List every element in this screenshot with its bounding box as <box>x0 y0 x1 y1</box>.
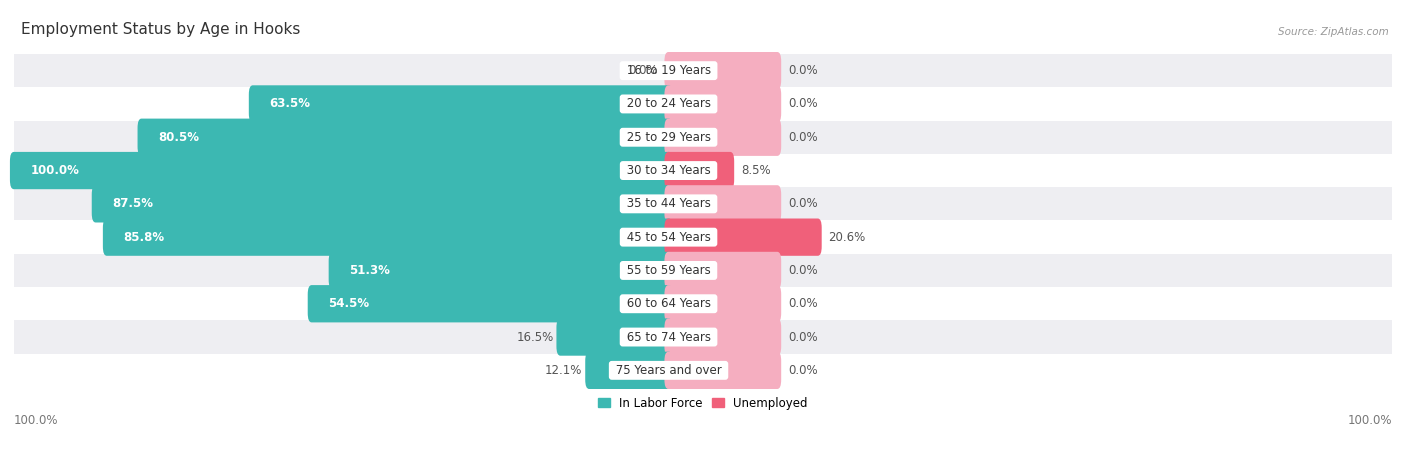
Text: 20.6%: 20.6% <box>828 231 866 243</box>
Bar <box>14 254 1392 287</box>
FancyBboxPatch shape <box>91 185 672 222</box>
Text: 30 to 34 Years: 30 to 34 Years <box>623 164 714 177</box>
Text: 16 to 19 Years: 16 to 19 Years <box>623 64 714 77</box>
Bar <box>14 287 1392 320</box>
Text: 12.1%: 12.1% <box>546 364 582 377</box>
Text: 85.8%: 85.8% <box>124 231 165 243</box>
FancyBboxPatch shape <box>329 252 672 289</box>
FancyBboxPatch shape <box>665 319 782 356</box>
Text: 8.5%: 8.5% <box>741 164 770 177</box>
Bar <box>14 87 1392 121</box>
Text: Employment Status by Age in Hooks: Employment Status by Age in Hooks <box>21 22 301 37</box>
Text: 51.3%: 51.3% <box>349 264 391 277</box>
Text: 60 to 64 Years: 60 to 64 Years <box>623 297 714 310</box>
FancyBboxPatch shape <box>585 352 672 389</box>
FancyBboxPatch shape <box>665 152 734 189</box>
Bar <box>14 187 1392 220</box>
Text: 65 to 74 Years: 65 to 74 Years <box>623 331 714 343</box>
Text: 63.5%: 63.5% <box>270 98 311 110</box>
Legend: In Labor Force, Unemployed: In Labor Force, Unemployed <box>593 392 813 414</box>
Text: 45 to 54 Years: 45 to 54 Years <box>623 231 714 243</box>
Text: 0.0%: 0.0% <box>789 264 818 277</box>
Text: 54.5%: 54.5% <box>329 297 370 310</box>
FancyBboxPatch shape <box>665 119 782 156</box>
Text: 100.0%: 100.0% <box>14 414 59 427</box>
Text: 100.0%: 100.0% <box>31 164 80 177</box>
Text: 0.0%: 0.0% <box>789 131 818 144</box>
Text: 0.0%: 0.0% <box>628 64 658 77</box>
Text: 0.0%: 0.0% <box>789 198 818 210</box>
Text: 87.5%: 87.5% <box>112 198 153 210</box>
Text: 55 to 59 Years: 55 to 59 Years <box>623 264 714 277</box>
Text: 75 Years and over: 75 Years and over <box>612 364 725 377</box>
Text: 0.0%: 0.0% <box>789 64 818 77</box>
FancyBboxPatch shape <box>10 152 672 189</box>
Bar <box>14 54 1392 87</box>
Text: 20 to 24 Years: 20 to 24 Years <box>623 98 714 110</box>
FancyBboxPatch shape <box>103 219 672 256</box>
Text: 25 to 29 Years: 25 to 29 Years <box>623 131 714 144</box>
FancyBboxPatch shape <box>665 86 782 122</box>
Text: Source: ZipAtlas.com: Source: ZipAtlas.com <box>1278 27 1389 37</box>
Bar <box>14 154 1392 187</box>
FancyBboxPatch shape <box>665 352 782 389</box>
Bar <box>14 121 1392 154</box>
Bar <box>14 354 1392 387</box>
Text: 0.0%: 0.0% <box>789 331 818 343</box>
FancyBboxPatch shape <box>665 52 782 89</box>
FancyBboxPatch shape <box>665 185 782 222</box>
Text: 0.0%: 0.0% <box>789 98 818 110</box>
FancyBboxPatch shape <box>665 285 782 322</box>
FancyBboxPatch shape <box>249 86 672 122</box>
Text: 0.0%: 0.0% <box>789 297 818 310</box>
Text: 80.5%: 80.5% <box>159 131 200 144</box>
FancyBboxPatch shape <box>557 319 672 356</box>
FancyBboxPatch shape <box>138 119 672 156</box>
FancyBboxPatch shape <box>665 252 782 289</box>
Bar <box>14 220 1392 254</box>
FancyBboxPatch shape <box>308 285 672 322</box>
Text: 35 to 44 Years: 35 to 44 Years <box>623 198 714 210</box>
Text: 100.0%: 100.0% <box>1347 414 1392 427</box>
Text: 16.5%: 16.5% <box>516 331 554 343</box>
FancyBboxPatch shape <box>665 219 821 256</box>
Bar <box>14 320 1392 354</box>
Text: 0.0%: 0.0% <box>789 364 818 377</box>
